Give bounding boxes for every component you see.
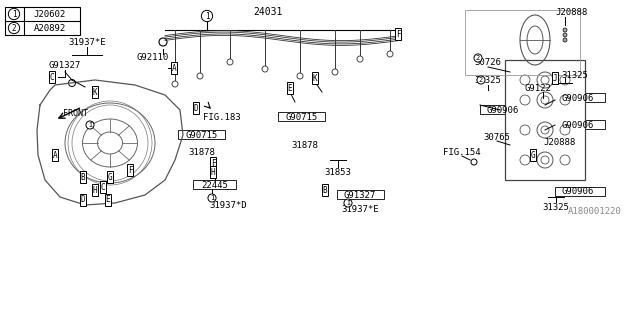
Text: F: F <box>211 158 215 167</box>
Text: 31325: 31325 <box>475 76 501 84</box>
Text: H: H <box>93 186 97 195</box>
Text: H: H <box>211 167 215 177</box>
Text: I: I <box>346 200 350 206</box>
FancyBboxPatch shape <box>193 180 236 189</box>
FancyBboxPatch shape <box>555 120 605 129</box>
Text: D: D <box>81 196 85 204</box>
Text: F: F <box>128 165 132 174</box>
Text: F: F <box>396 29 400 38</box>
Text: 31937*D: 31937*D <box>209 201 247 210</box>
Circle shape <box>563 38 567 42</box>
Text: E: E <box>106 196 110 204</box>
Text: FIG.154: FIG.154 <box>443 148 481 156</box>
Text: G90906: G90906 <box>562 93 594 102</box>
Text: 22445: 22445 <box>202 180 228 189</box>
FancyBboxPatch shape <box>555 93 605 102</box>
Text: C: C <box>100 182 106 191</box>
Text: I: I <box>88 122 92 128</box>
FancyBboxPatch shape <box>480 105 530 114</box>
FancyBboxPatch shape <box>178 130 225 139</box>
Text: 31878: 31878 <box>189 148 216 156</box>
Text: B: B <box>323 186 327 195</box>
Text: G91327: G91327 <box>49 60 81 69</box>
Text: J20888: J20888 <box>556 7 588 17</box>
Text: 31853: 31853 <box>324 167 351 177</box>
FancyBboxPatch shape <box>505 60 585 180</box>
Text: J20888: J20888 <box>544 138 576 147</box>
Text: C: C <box>50 73 54 82</box>
Text: G92110: G92110 <box>137 52 169 61</box>
Text: G9122: G9122 <box>525 84 552 92</box>
Circle shape <box>563 33 567 37</box>
Text: A: A <box>172 63 176 73</box>
Text: FIG.183: FIG.183 <box>203 113 241 122</box>
Text: G90906: G90906 <box>562 121 594 130</box>
Text: K: K <box>313 74 317 83</box>
Text: J: J <box>553 74 557 83</box>
Text: A180001220: A180001220 <box>568 207 622 217</box>
Text: 31937*E: 31937*E <box>341 205 379 214</box>
Text: 31325: 31325 <box>561 70 588 79</box>
Text: 2: 2 <box>476 55 480 61</box>
Circle shape <box>563 28 567 32</box>
Text: E: E <box>288 84 292 92</box>
Text: 1: 1 <box>205 12 209 20</box>
FancyBboxPatch shape <box>278 112 325 121</box>
Text: 2: 2 <box>479 77 483 83</box>
Text: 2: 2 <box>12 23 16 33</box>
Text: G: G <box>531 150 535 159</box>
Text: FRONT: FRONT <box>63 108 88 117</box>
Text: 30726: 30726 <box>475 58 501 67</box>
FancyBboxPatch shape <box>5 7 80 35</box>
Text: D: D <box>194 103 198 113</box>
Text: G91327: G91327 <box>344 190 376 199</box>
Text: G90906: G90906 <box>562 188 594 196</box>
Text: A: A <box>52 150 58 159</box>
Text: 31325: 31325 <box>543 203 570 212</box>
Text: B: B <box>81 172 85 181</box>
Text: A20892: A20892 <box>34 23 66 33</box>
Text: 1: 1 <box>12 10 16 19</box>
Text: J20602: J20602 <box>34 10 66 19</box>
FancyBboxPatch shape <box>555 187 605 196</box>
Text: K: K <box>93 87 97 97</box>
Text: 31878: 31878 <box>292 140 319 149</box>
Text: G90715: G90715 <box>186 131 218 140</box>
Text: G90715: G90715 <box>286 113 318 122</box>
Text: G90906: G90906 <box>487 106 519 115</box>
Text: G: G <box>108 172 112 181</box>
Text: 24031: 24031 <box>253 7 283 17</box>
Text: 31937*E: 31937*E <box>68 37 106 46</box>
FancyBboxPatch shape <box>337 190 384 199</box>
Text: 1: 1 <box>210 195 214 201</box>
Text: 30765: 30765 <box>484 132 511 141</box>
